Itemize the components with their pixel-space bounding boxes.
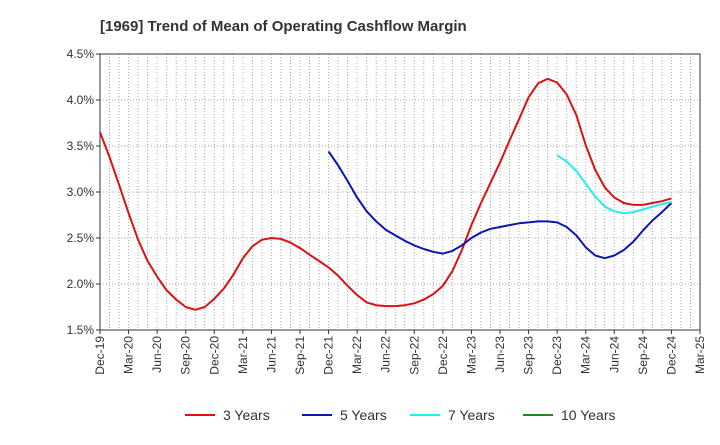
y-tick-label: 2.5% <box>67 231 95 245</box>
x-tick-label: Sep-21 <box>293 336 307 375</box>
y-axis: 1.5% 2.0% 2.5% 3.0% 3.5% 4.0% 4.5% <box>67 47 100 337</box>
legend-label-5-years: 5 Years <box>340 407 387 423</box>
x-tick-label: Sep-24 <box>636 336 650 375</box>
x-tick-label: Sep-20 <box>179 336 193 375</box>
x-tick-label: Mar-22 <box>350 336 364 374</box>
x-tick-label: Jun-23 <box>493 336 507 373</box>
x-tick-label: Mar-25 <box>693 336 707 374</box>
x-tick-label: Sep-23 <box>522 336 536 375</box>
x-tick-label: Dec-24 <box>664 336 678 375</box>
x-tick-label: Jun-24 <box>607 336 621 373</box>
series-line-3-years <box>99 77 672 311</box>
x-tick-label: Jun-20 <box>150 336 164 373</box>
y-tick-label: 1.5% <box>67 323 95 337</box>
legend-label-3-years: 3 Years <box>223 407 270 423</box>
y-tick-label: 2.0% <box>67 277 95 291</box>
x-tick-label: Dec-20 <box>207 336 221 375</box>
x-tick-label: Dec-19 <box>93 336 107 375</box>
x-tick-label: Dec-21 <box>322 336 336 375</box>
x-axis: Dec-19 Mar-20 Jun-20 Sep-20 Dec-20 Mar-21 Jun-… <box>93 330 707 375</box>
x-tick-label: Mar-21 <box>236 336 250 374</box>
series-line-7-years <box>556 154 672 215</box>
y-tick-label: 3.5% <box>67 139 95 153</box>
x-tick-label: Dec-23 <box>550 336 564 375</box>
x-tick-label: Sep-22 <box>407 336 421 375</box>
legend-label-10-years: 10 Years <box>561 407 616 423</box>
x-tick-label: Dec-22 <box>436 336 450 375</box>
x-tick-label: Mar-23 <box>464 336 478 374</box>
series-line-5-years <box>327 150 673 260</box>
x-tick-label: Jun-22 <box>379 336 393 373</box>
x-tick-label: Mar-20 <box>122 336 136 374</box>
y-tick-label: 4.0% <box>67 93 95 107</box>
series-lines <box>99 77 673 311</box>
legend: 3 Years 5 Years 7 Years 10 Years <box>185 407 616 423</box>
y-tick-label: 3.0% <box>67 185 95 199</box>
legend-label-7-years: 7 Years <box>448 407 495 423</box>
x-tick-label: Mar-24 <box>579 336 593 374</box>
y-tick-label: 4.5% <box>67 47 95 61</box>
x-tick-label: Jun-21 <box>264 336 278 373</box>
grid <box>100 54 700 330</box>
chart-title: [1969] Trend of Mean of Operating Cashfl… <box>100 18 467 35</box>
